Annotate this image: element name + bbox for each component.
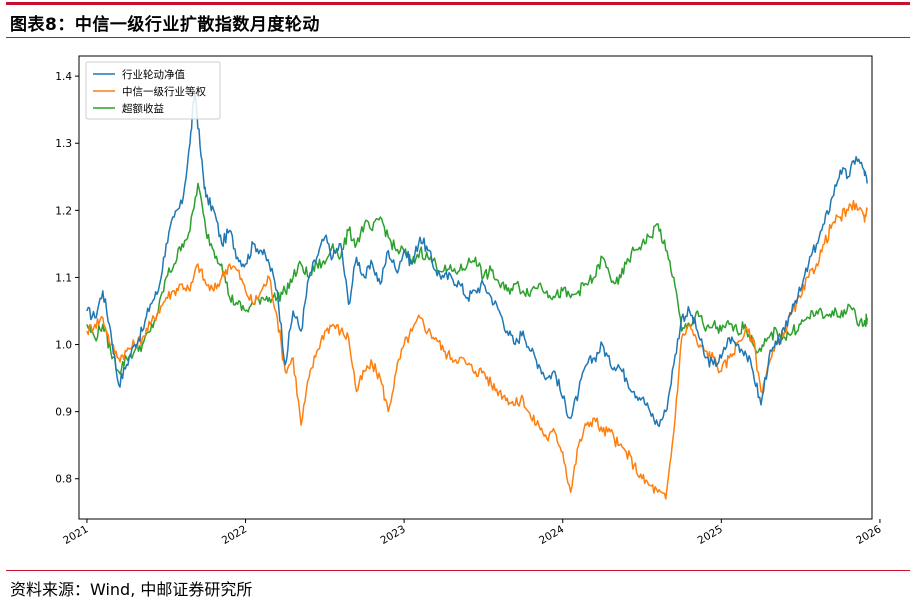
- source-note: 资料来源：Wind, 中邮证券研究所: [10, 580, 253, 599]
- x-tick-label: 2022: [220, 523, 249, 547]
- y-axis: 0.8 0.9 1.0 1.1 1.2 1.3 1.4: [55, 71, 79, 486]
- series-line-2: [86, 182, 868, 375]
- series-line-1: [86, 199, 868, 500]
- title-rule: [6, 37, 910, 38]
- y-tick-label: 1.4: [55, 71, 72, 83]
- series-line-0: [86, 88, 868, 428]
- x-tick-label: 2026: [854, 523, 883, 547]
- y-tick-label: 1.0: [55, 340, 72, 352]
- y-tick-label: 0.9: [55, 407, 72, 419]
- series-layer: [86, 88, 868, 500]
- y-tick-label: 0.8: [55, 474, 72, 486]
- top-rule: [6, 2, 910, 5]
- x-tick-label: 2025: [696, 523, 725, 547]
- x-tick-label: 2021: [61, 523, 90, 547]
- plot-frame: [78, 55, 873, 520]
- legend-label-2: 超额收益: [122, 102, 164, 115]
- x-tick-label: 2024: [537, 523, 566, 547]
- x-tick-label: 2023: [378, 523, 407, 547]
- chart-title: 图表8：中信一级行业扩散指数月度轮动: [10, 15, 320, 35]
- legend-label-1: 中信一级行业等权: [122, 85, 206, 98]
- y-tick-label: 1.3: [55, 138, 72, 150]
- legend-box: [85, 61, 221, 120]
- x-axis: 2021 2022 2023 2024 2025 2026: [61, 519, 884, 547]
- y-tick-label: 1.1: [55, 272, 72, 284]
- y-tick-label: 1.2: [55, 205, 72, 217]
- legend-label-0: 行业轮动净值: [122, 68, 185, 81]
- bottom-rule: [6, 570, 910, 571]
